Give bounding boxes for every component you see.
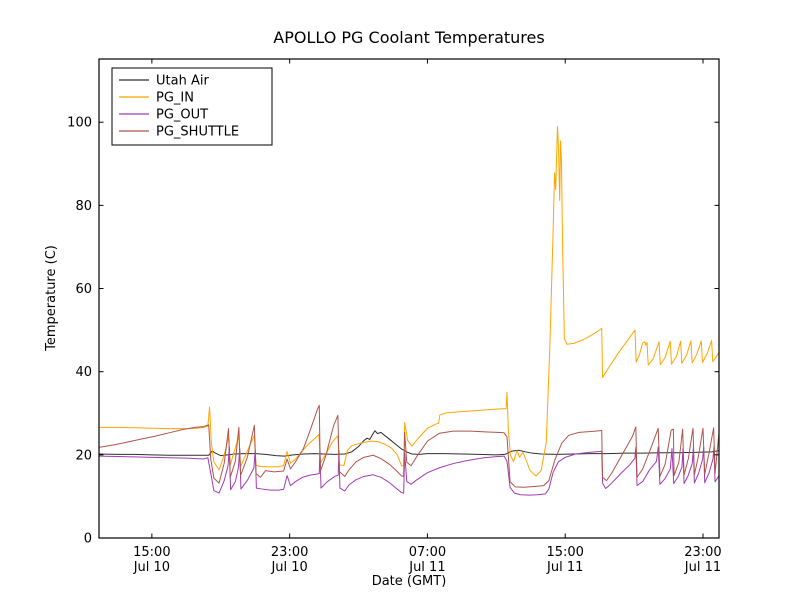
y-axis-label: Temperature (C) xyxy=(44,245,59,352)
y-tick-label: 80 xyxy=(75,199,92,214)
x-tick-date-label: Jul 10 xyxy=(270,560,307,575)
x-tick-date-label: Jul 10 xyxy=(133,560,170,575)
x-tick-time-label: 23:00 xyxy=(684,545,721,560)
legend-box xyxy=(111,67,273,146)
x-tick-time-label: 23:00 xyxy=(271,545,308,560)
x-tick-date-label: Jul 11 xyxy=(684,560,721,575)
x-tick-time-label: 15:00 xyxy=(546,545,583,560)
plot-frame xyxy=(98,58,720,539)
y-tick-label: 60 xyxy=(75,282,92,297)
legend-label: PG_OUT xyxy=(156,108,208,123)
legend-label: Utah Air xyxy=(156,74,209,89)
plot-series-group xyxy=(99,125,719,496)
x-tick-date-label: Jul 11 xyxy=(408,560,445,575)
legend: Utah Air PG_IN PG_OUT PG_SHUTTLE xyxy=(111,67,273,146)
chart-title: APOLLO PG Coolant Temperatures xyxy=(273,28,544,47)
x-tick-time-label: 07:00 xyxy=(409,545,446,560)
y-tick-label: 0 xyxy=(84,532,92,547)
series-line-pg-shuttle xyxy=(99,404,719,488)
y-tick-label: 100 xyxy=(67,116,92,131)
series-line-pg-out xyxy=(99,446,719,496)
x-tick-date-label: Jul 11 xyxy=(546,560,583,575)
series-line-utah-air xyxy=(99,430,719,457)
x-tick-time-label: 15:00 xyxy=(133,545,170,560)
legend-label: PG_IN xyxy=(156,91,194,106)
y-tick-label: 20 xyxy=(75,448,92,463)
series-line-pg-in xyxy=(99,125,719,477)
x-axis-label: Date (GMT) xyxy=(372,574,447,589)
y-tick-label: 40 xyxy=(75,365,92,380)
legend-label: PG_SHUTTLE xyxy=(156,125,239,140)
y-axis-ticks: 0 20 40 60 80 100 xyxy=(67,116,719,547)
